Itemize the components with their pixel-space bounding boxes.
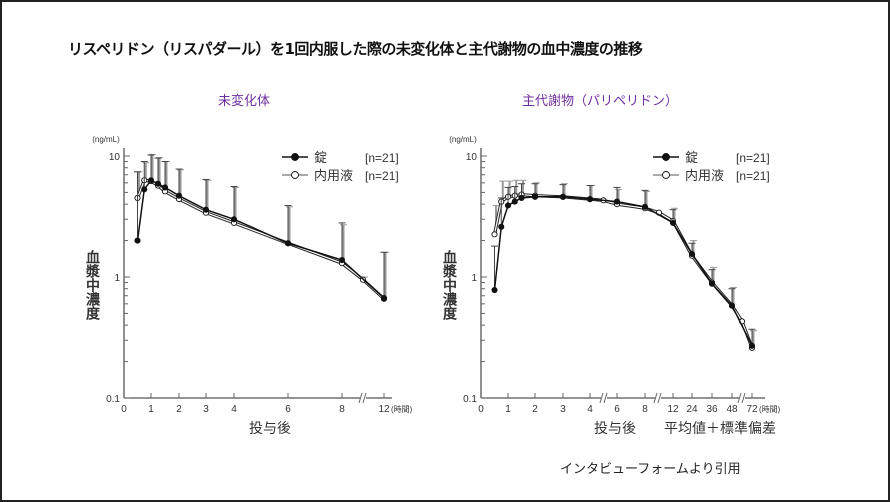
legend-label: 内用液 xyxy=(314,168,353,183)
x-tick-label: 3 xyxy=(560,404,566,415)
page-title: リスペリドン（リスパダール）を1回内服した際の未変化体と主代謝物の血中濃度の推移 xyxy=(68,40,643,58)
legend-n: [n=21] xyxy=(365,169,399,183)
x-unit-label: (時間) xyxy=(391,405,413,414)
data-point-tablet xyxy=(559,193,567,200)
data-point-tablet xyxy=(154,180,162,187)
data-point-tablet xyxy=(491,287,498,294)
series-line-liquid-outline xyxy=(136,178,386,301)
data-point-tablet xyxy=(708,280,716,287)
data-point-tablet xyxy=(586,196,594,203)
legend-n: [n=21] xyxy=(736,169,770,183)
data-point-tablet xyxy=(380,294,388,302)
x-unit-label: (時間) xyxy=(759,405,781,414)
x-tick-label: 12 xyxy=(378,404,390,415)
x-tick-label: 8 xyxy=(642,404,648,415)
data-point-tablet xyxy=(728,302,736,309)
x-tick-label: 12 xyxy=(667,404,679,415)
x-tick-label: 1 xyxy=(148,404,154,415)
x-tick-label: 72 xyxy=(746,404,758,415)
y-axis-label: 血漿中濃度 xyxy=(85,249,101,321)
y-axis-label: 血漿中濃度 xyxy=(442,249,458,321)
data-point-tablet xyxy=(531,193,539,200)
legend-n: [n=21] xyxy=(736,151,770,165)
data-point-tablet xyxy=(175,192,183,199)
legend-label: 錠 xyxy=(314,150,327,165)
data-point-tablet xyxy=(669,219,677,226)
source-credit: インタビューフォームより引用 xyxy=(560,462,741,477)
legend-marker-open xyxy=(291,171,299,179)
data-point-tablet xyxy=(641,203,649,210)
data-point-tablet xyxy=(511,198,518,205)
data-point-tablet xyxy=(338,257,346,264)
axis-break-mark xyxy=(599,392,608,404)
x-tick-label: 36 xyxy=(706,404,718,415)
data-point-tablet xyxy=(141,186,148,193)
axis-break-mark xyxy=(358,392,367,404)
legend-n: [n=21] xyxy=(365,151,399,165)
data-point-tablet xyxy=(748,342,756,349)
x-tick-label: 8 xyxy=(339,404,345,415)
x-tick-label: 6 xyxy=(614,404,620,415)
legend-label: 錠 xyxy=(685,150,698,165)
data-point-tablet xyxy=(504,202,512,209)
axis-break-gap xyxy=(739,392,745,404)
data-point-tablet xyxy=(202,206,210,213)
legend-marker-filled xyxy=(291,153,299,161)
x-tick-label: 24 xyxy=(686,404,698,415)
data-point-tablet xyxy=(498,223,505,230)
axis-break-mark xyxy=(737,392,746,404)
axis-break-gap xyxy=(601,392,607,404)
axis-break-gap xyxy=(360,392,366,404)
x-tick-label: 1 xyxy=(505,404,511,415)
legend-label: 内用液 xyxy=(685,168,724,183)
y-tick-label: 10 xyxy=(109,152,121,163)
y-tick-label: 0.1 xyxy=(463,394,477,405)
x-tick-label: 0 xyxy=(121,404,127,415)
x-axis-label: 投与後 xyxy=(249,420,291,436)
x-tick-label: 3 xyxy=(203,404,209,415)
x-tick-label: 2 xyxy=(532,404,538,415)
data-point-liquid xyxy=(491,231,498,238)
x-tick-label: 4 xyxy=(231,404,237,415)
data-point-tablet xyxy=(134,237,141,244)
data-point-tablet xyxy=(284,240,292,247)
x-tick-label: 4 xyxy=(587,404,593,415)
y-tick-label: 10 xyxy=(466,152,478,163)
stat-note: 平均値＋標準偏差 xyxy=(664,420,776,436)
x-tick-label: 48 xyxy=(726,404,738,415)
data-point-tablet xyxy=(230,216,238,223)
y-unit-label: (ng/mL) xyxy=(92,135,120,144)
chart-title-metabolite: 主代謝物（パリペリドン） xyxy=(522,94,679,109)
y-unit-label: (ng/mL) xyxy=(449,135,477,144)
x-tick-label: 6 xyxy=(285,404,291,415)
axis-break-mark xyxy=(653,392,662,404)
data-point-tablet xyxy=(161,184,169,191)
data-point-tablet xyxy=(518,194,525,202)
axis-break-gap xyxy=(655,392,661,404)
legend-marker-filled xyxy=(662,153,670,161)
y-tick-label: 1 xyxy=(471,273,477,284)
y-tick-label: 0.1 xyxy=(106,394,120,405)
chart-title-unchanged: 未変化体 xyxy=(218,94,271,109)
data-point-tablet xyxy=(688,250,696,258)
data-point-tablet xyxy=(613,198,621,205)
y-tick-label: 1 xyxy=(114,273,120,284)
data-point-tablet xyxy=(147,177,155,184)
x-axis-label: 投与後 xyxy=(594,420,636,436)
legend-marker-open xyxy=(662,171,670,179)
x-tick-label: 2 xyxy=(176,404,182,415)
x-tick-label: 0 xyxy=(478,404,484,415)
